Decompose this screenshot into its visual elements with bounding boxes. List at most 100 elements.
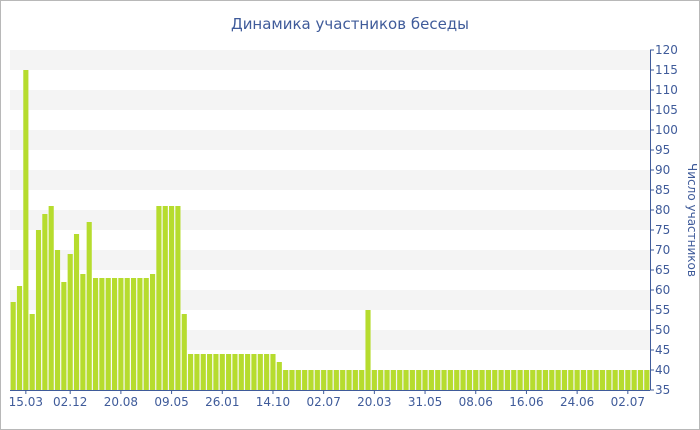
bar bbox=[175, 206, 181, 390]
bar bbox=[593, 370, 599, 390]
grid-band bbox=[10, 50, 650, 70]
y-tick-label: 85 bbox=[655, 183, 670, 197]
x-tick-label: 02.07 bbox=[306, 395, 340, 409]
bar bbox=[42, 214, 48, 390]
y-tick-label: 95 bbox=[655, 143, 670, 157]
bar bbox=[479, 370, 485, 390]
bar bbox=[99, 278, 105, 390]
x-tick-label: 31.05 bbox=[408, 395, 442, 409]
bar bbox=[378, 370, 384, 390]
bar bbox=[194, 354, 200, 390]
bar bbox=[435, 370, 441, 390]
bar bbox=[428, 370, 434, 390]
bar bbox=[523, 370, 530, 390]
x-tick-label: 02.12 bbox=[53, 395, 87, 409]
y-tick-label: 90 bbox=[655, 163, 670, 177]
grid-band bbox=[10, 130, 650, 150]
bar bbox=[111, 278, 118, 390]
bar bbox=[23, 70, 29, 390]
bar bbox=[580, 370, 587, 390]
y-tick-label: 115 bbox=[655, 63, 678, 77]
bar bbox=[555, 370, 561, 390]
x-tick-label: 08.06 bbox=[459, 395, 493, 409]
bar bbox=[245, 354, 251, 390]
bar bbox=[67, 254, 73, 390]
bar bbox=[61, 282, 67, 390]
x-tick-label: 09.05 bbox=[154, 395, 188, 409]
y-tick-label: 40 bbox=[655, 363, 670, 377]
bar bbox=[321, 370, 327, 390]
bar bbox=[162, 206, 168, 390]
bar bbox=[16, 286, 23, 390]
bar bbox=[257, 354, 263, 390]
bar bbox=[283, 370, 289, 390]
bar bbox=[213, 354, 219, 390]
bar bbox=[574, 370, 580, 390]
bar bbox=[188, 354, 194, 390]
x-tick-label: 14.10 bbox=[256, 395, 290, 409]
bar bbox=[454, 370, 460, 390]
y-tick-label: 65 bbox=[655, 263, 670, 277]
bar bbox=[137, 278, 143, 390]
bar bbox=[384, 370, 390, 390]
y-tick-label: 35 bbox=[655, 383, 670, 397]
bar bbox=[371, 370, 377, 390]
bar bbox=[181, 314, 187, 390]
bar bbox=[54, 250, 61, 390]
x-tick-label: 15.03 bbox=[9, 395, 43, 409]
bar bbox=[409, 370, 415, 390]
bar bbox=[587, 370, 593, 390]
bar bbox=[124, 278, 130, 390]
y-tick-label: 80 bbox=[655, 203, 670, 217]
bar bbox=[530, 370, 536, 390]
bar bbox=[340, 370, 346, 390]
y-tick-label: 45 bbox=[655, 343, 670, 357]
bar bbox=[618, 370, 625, 390]
bar bbox=[511, 370, 517, 390]
bar bbox=[466, 370, 472, 390]
y-tick-labels: 35 40 45 50 55 60 65 70 75 80 85 90 95 100 105 110 115 12… bbox=[650, 43, 678, 397]
bar bbox=[270, 354, 276, 390]
y-tick-label: 75 bbox=[655, 223, 670, 237]
chart-title: Динамика участников беседы bbox=[231, 15, 469, 33]
bar bbox=[35, 230, 42, 390]
x-tick-label: 16.06 bbox=[509, 395, 543, 409]
x-tick-label: 24.06 bbox=[560, 395, 594, 409]
bar bbox=[73, 234, 80, 390]
bar bbox=[365, 310, 371, 390]
y-tick-label: 55 bbox=[655, 303, 670, 317]
bar bbox=[48, 206, 54, 390]
y-tick-label: 70 bbox=[655, 243, 670, 257]
bars bbox=[10, 70, 650, 390]
x-tick-label: 26.01 bbox=[205, 395, 239, 409]
bar bbox=[422, 370, 428, 390]
bar bbox=[200, 354, 206, 390]
y-tick-label: 120 bbox=[655, 43, 678, 57]
bar bbox=[460, 370, 466, 390]
y-tick-label: 110 bbox=[655, 83, 678, 97]
bar bbox=[599, 370, 606, 390]
bar bbox=[105, 278, 111, 390]
bar bbox=[86, 222, 92, 390]
y-tick-label: 100 bbox=[655, 123, 678, 137]
bar bbox=[504, 370, 510, 390]
bar bbox=[447, 370, 453, 390]
bar bbox=[289, 370, 295, 390]
grid-band bbox=[10, 250, 650, 270]
bar bbox=[143, 278, 149, 390]
bar bbox=[156, 206, 162, 390]
bar bbox=[359, 370, 365, 390]
bar bbox=[498, 370, 504, 390]
y-tick-label: 50 bbox=[655, 323, 670, 337]
bar bbox=[637, 370, 644, 390]
bar bbox=[536, 370, 542, 390]
bar bbox=[397, 370, 403, 390]
bar bbox=[416, 370, 422, 390]
x-tick-label: 02.07 bbox=[611, 395, 645, 409]
bar bbox=[631, 370, 637, 390]
y-tick-label: 105 bbox=[655, 103, 678, 117]
bar bbox=[314, 370, 320, 390]
bar bbox=[625, 370, 631, 390]
bar bbox=[264, 354, 270, 390]
